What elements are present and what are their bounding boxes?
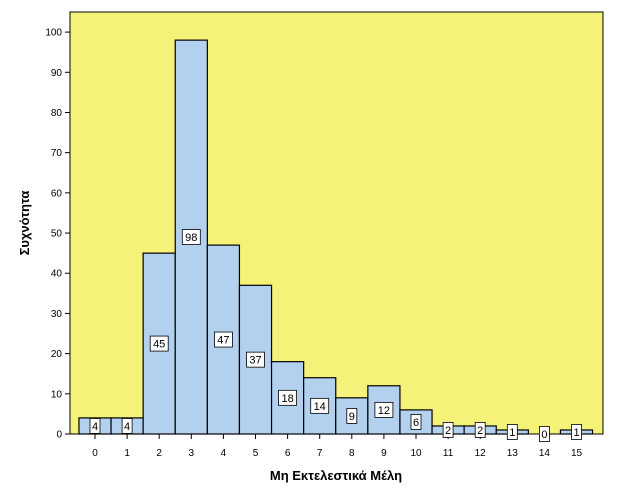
- data-label: 2: [445, 425, 451, 437]
- data-label: 12: [378, 405, 390, 417]
- data-label-box: [310, 397, 330, 414]
- data-label: 1: [509, 427, 515, 439]
- data-label: 47: [217, 335, 229, 347]
- data-label-box: [442, 422, 454, 438]
- data-label: 2: [477, 425, 483, 437]
- data-label-box: [506, 424, 518, 440]
- x-tick-label: 10: [410, 448, 422, 459]
- data-label: 0: [541, 429, 547, 441]
- data-label-box: [89, 418, 101, 434]
- data-label-box: [278, 389, 298, 406]
- x-tick-label: 1: [124, 448, 130, 459]
- y-tick-label: 100: [45, 28, 62, 39]
- x-tick-label: 12: [475, 448, 487, 459]
- data-label: 1: [573, 427, 579, 439]
- x-tick-label: 3: [189, 448, 195, 459]
- data-label-box: [346, 408, 358, 424]
- data-label: 45: [153, 339, 165, 351]
- x-tick-label: 15: [571, 448, 583, 459]
- y-tick-label: 0: [56, 430, 62, 441]
- data-label-box: [374, 401, 394, 418]
- y-tick-label: 30: [51, 309, 63, 320]
- data-label: 14: [314, 401, 326, 413]
- bars-group: [78, 39, 594, 435]
- y-tick-label: 10: [51, 389, 63, 400]
- y-tick-label: 20: [51, 349, 63, 360]
- x-tick-label: 7: [317, 448, 323, 459]
- data-label: 37: [249, 355, 261, 367]
- y-tick-label: 90: [51, 68, 63, 79]
- x-tick-label: 4: [221, 448, 227, 459]
- data-label: 98: [185, 232, 197, 244]
- x-tick-label: 5: [253, 448, 259, 459]
- data-label-box: [149, 335, 169, 352]
- y-axis-title: Συχνότητα: [17, 191, 32, 256]
- data-label-box: [539, 426, 550, 442]
- data-labels-group: 4 4 45 98 47 37 18 14 9 12 6 2 2 1 0 1: [89, 229, 582, 442]
- data-label-box: [213, 331, 233, 348]
- y-tick-label: 40: [51, 269, 63, 280]
- data-label: 6: [413, 417, 419, 429]
- y-tick-label: 80: [51, 108, 63, 119]
- x-tick-label: 0: [92, 448, 98, 459]
- y-tick-label: 50: [51, 229, 63, 240]
- x-tick-label: 11: [443, 448, 454, 459]
- x-tick-label: 9: [381, 448, 387, 459]
- x-axis-title: Μη Εκτελεστικά Μέλη: [270, 468, 402, 483]
- data-label-box: [121, 418, 133, 434]
- data-label-box: [181, 229, 201, 245]
- x-axis: 0 1 2 3 4 5 6 7 8 9 10 11 12 13 14 15: [92, 434, 582, 459]
- x-tick-label: 2: [156, 448, 162, 459]
- x-tick-label: 8: [349, 448, 355, 459]
- y-axis: 0 10 20 30 40 50 60 70 80 90 100: [45, 28, 70, 441]
- data-label-box: [246, 351, 265, 368]
- data-label-box: [474, 422, 486, 438]
- data-label: 4: [92, 421, 98, 433]
- data-label: 4: [124, 421, 130, 433]
- x-tick-label: 6: [285, 448, 291, 459]
- data-label: 18: [281, 393, 293, 405]
- data-label-box: [410, 414, 422, 430]
- data-label: 9: [349, 411, 355, 423]
- x-tick-label: 14: [539, 448, 551, 459]
- y-tick-label: 70: [51, 148, 63, 159]
- x-tick-label: 13: [507, 448, 519, 459]
- y-tick-label: 60: [51, 188, 63, 199]
- data-label-box: [571, 424, 582, 440]
